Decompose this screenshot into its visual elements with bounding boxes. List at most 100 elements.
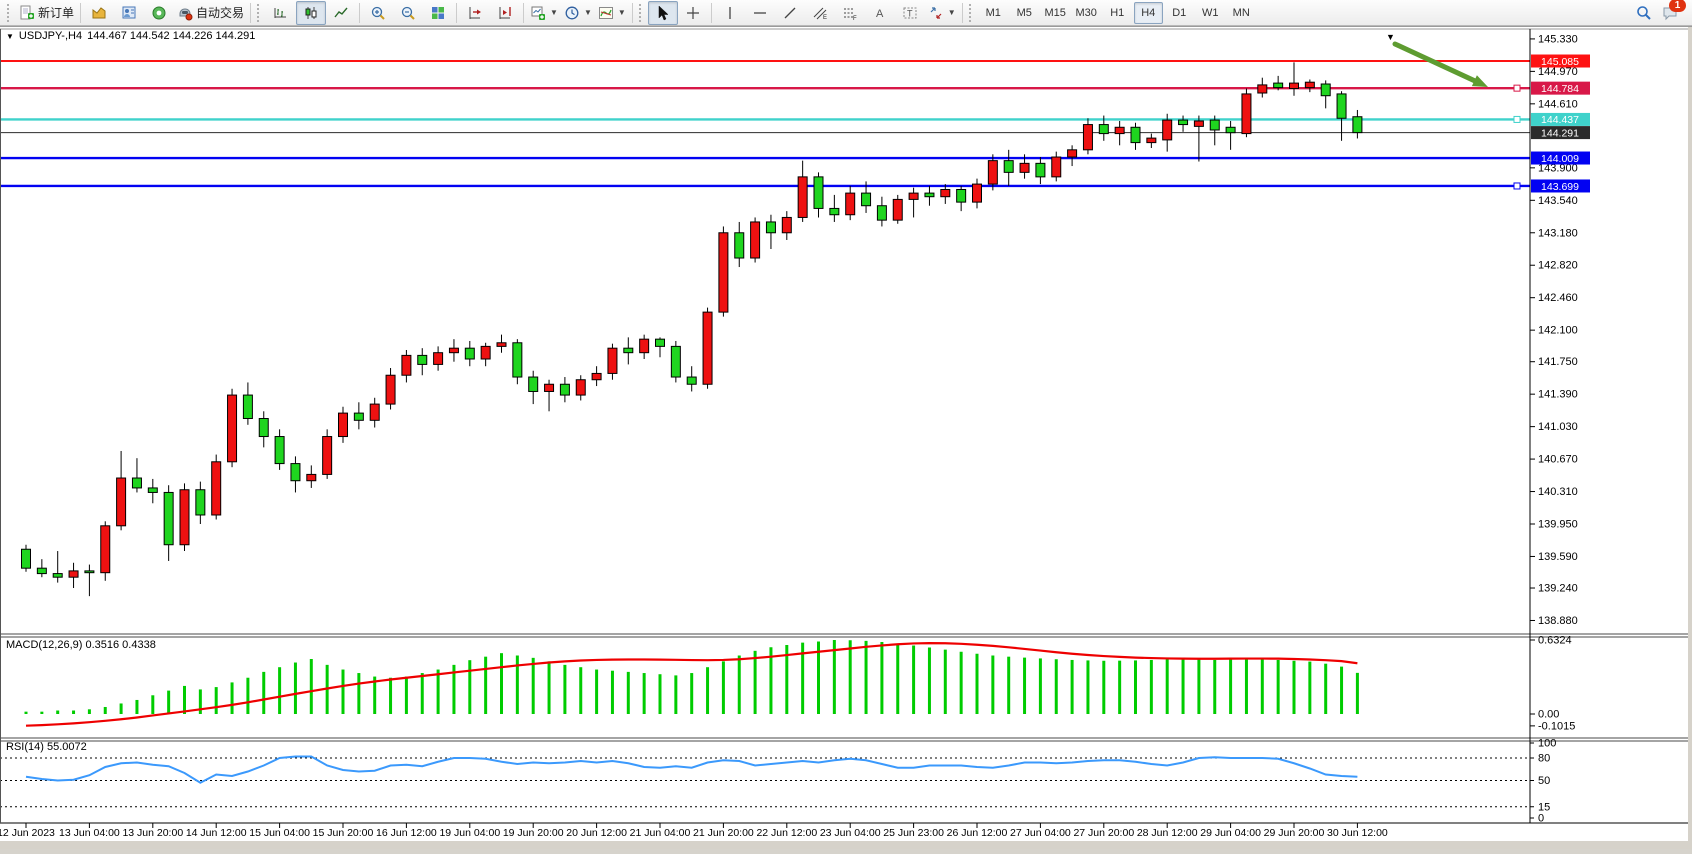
- tile-windows-icon: [432, 6, 445, 19]
- chart-window: ▼ USDJPY-,H4 144.467 144.542 144.226 144…: [0, 26, 1692, 849]
- fibonacci-tool-button[interactable]: F: [835, 1, 865, 25]
- arrows-icon: [930, 6, 942, 19]
- svg-text:-0.1015: -0.1015: [1538, 720, 1575, 732]
- autotrading-button[interactable]: 自动交易: [174, 1, 247, 25]
- chart-shift-button[interactable]: [490, 1, 520, 25]
- new-order-icon: [20, 5, 34, 19]
- svg-text:142.820: 142.820: [1538, 260, 1578, 272]
- macd-indicator-label: MACD(12,26,9) 0.3516 0.4338: [6, 639, 156, 651]
- trendline-tool-button[interactable]: [775, 1, 805, 25]
- macd-signal-line: [25, 641, 1358, 727]
- svg-text:0.00: 0.00: [1538, 709, 1559, 721]
- new-order-label: 新订单: [38, 6, 75, 20]
- svg-text:E: E: [823, 15, 827, 21]
- market-watch-button[interactable]: [84, 1, 114, 25]
- svg-text:144.970: 144.970: [1538, 66, 1578, 78]
- tile-windows-button[interactable]: [423, 1, 453, 25]
- trend-arrow-annotation[interactable]: ▼: [1386, 32, 1488, 87]
- toolbar-grip[interactable]: [257, 3, 263, 22]
- svg-text:12 Jun 2023: 12 Jun 2023: [0, 827, 55, 839]
- line-handle: [1513, 182, 1521, 190]
- timeframe-d1-button[interactable]: D1: [1172, 6, 1187, 19]
- svg-text:143.900: 143.900: [1538, 162, 1578, 174]
- candlestick-chart-button[interactable]: [296, 0, 327, 25]
- svg-text:21 Jun 04:00: 21 Jun 04:00: [630, 827, 691, 839]
- svg-text:F: F: [853, 16, 857, 21]
- svg-text:29 Jun 04:00: 29 Jun 04:00: [1200, 827, 1261, 839]
- auto-scroll-button[interactable]: [460, 1, 490, 25]
- hline-layer[interactable]: [0, 60, 1530, 188]
- toolbar-grip[interactable]: [7, 3, 13, 22]
- text-label-tool-button[interactable]: T: [895, 1, 925, 25]
- svg-text:13 Jun 04:00: 13 Jun 04:00: [59, 827, 120, 839]
- timeframe-toolbar: M1 M5 M15 M30 H1 H4 D1 W1 MN: [978, 1, 1257, 24]
- svg-text:0: 0: [1538, 813, 1544, 825]
- line-chart-button[interactable]: [326, 1, 356, 25]
- arrows-tool-button[interactable]: ▼: [925, 1, 959, 25]
- market-watch-icon: [92, 6, 106, 18]
- timeframe-mn-button[interactable]: MN: [1232, 6, 1250, 19]
- line-handle: [1513, 84, 1521, 92]
- toolbar-separator: [80, 2, 82, 23]
- channel-icon: E: [813, 7, 827, 21]
- svg-text:145.330: 145.330: [1538, 33, 1578, 45]
- crosshair-tool-button[interactable]: [678, 1, 708, 25]
- bar-chart-button[interactable]: [266, 1, 296, 25]
- cursor-tool-button[interactable]: [647, 0, 678, 25]
- toolbar-right: 1: [1636, 0, 1688, 21]
- chart-symbol-period: USDJPY-,H4: [18, 30, 83, 42]
- svg-text:A: A: [876, 8, 884, 20]
- toolbar-grip[interactable]: [968, 3, 975, 22]
- chart-canvas[interactable]: 145.330 144.970 144.610 143.900 143.540 143.1…: [0, 27, 1692, 849]
- time-axis[interactable]: 12 Jun 2023 13 Jun 04:00 13 Jun 20:00 14 Ju…: [0, 823, 1388, 839]
- toolbar-separator: [961, 2, 963, 23]
- svg-text:100: 100: [1538, 738, 1556, 750]
- arrowhead-icon: [1471, 75, 1488, 87]
- timeframe-m15-button[interactable]: M15: [1044, 6, 1066, 19]
- new-order-button[interactable]: 新订单: [16, 1, 77, 25]
- timeframe-w1-button[interactable]: W1: [1201, 6, 1219, 19]
- horizontal-line-tool-button[interactable]: [745, 1, 775, 25]
- svg-text:145.085: 145.085: [1541, 56, 1579, 68]
- zoom-out-button[interactable]: [393, 1, 423, 25]
- new-chart-button[interactable]: ▼: [527, 1, 561, 25]
- timeframe-m1-button[interactable]: M1: [985, 6, 1001, 19]
- toolbar-grip[interactable]: [638, 3, 645, 22]
- navigator-button[interactable]: [144, 1, 174, 25]
- rsi-line: [25, 755, 1358, 784]
- trendline-icon: [784, 7, 796, 18]
- cursor-icon: [658, 4, 669, 20]
- timeframe-h4-button[interactable]: H4: [1133, 1, 1163, 24]
- equidistant-channel-tool-button[interactable]: E: [805, 1, 835, 25]
- svg-text:27 Jun 20:00: 27 Jun 20:00: [1073, 827, 1134, 839]
- svg-text:19 Jun 04:00: 19 Jun 04:00: [439, 827, 500, 839]
- svg-text:14 Jun 12:00: 14 Jun 12:00: [186, 827, 247, 839]
- svg-text:144.291: 144.291: [1541, 127, 1579, 139]
- svg-text:0.6324: 0.6324: [1538, 635, 1572, 647]
- data-window-button[interactable]: [114, 1, 144, 25]
- vertical-line-tool-button[interactable]: [715, 1, 745, 25]
- chart-menu-caret[interactable]: ▼: [6, 31, 14, 41]
- price-badge-145.085: [1531, 54, 1590, 68]
- chart-shift-icon: [499, 6, 511, 19]
- svg-text:19 Jun 20:00: 19 Jun 20:00: [503, 827, 564, 839]
- notifications-button[interactable]: 1: [1662, 0, 1686, 21]
- indicators-button[interactable]: ▼: [595, 1, 629, 25]
- zoom-in-button[interactable]: [363, 1, 393, 25]
- svg-text:143.540: 143.540: [1538, 195, 1578, 207]
- svg-text:16 Jun 12:00: 16 Jun 12:00: [376, 827, 437, 839]
- svg-text:20 Jun 12:00: 20 Jun 12:00: [566, 827, 627, 839]
- svg-text:139.590: 139.590: [1538, 551, 1578, 563]
- svg-text:26 Jun 12:00: 26 Jun 12:00: [947, 827, 1008, 839]
- text-tool-button[interactable]: A: [865, 1, 895, 25]
- text-label-icon: T: [903, 7, 917, 18]
- period-button[interactable]: ▼: [561, 1, 595, 25]
- svg-text:13 Jun 20:00: 13 Jun 20:00: [122, 827, 183, 839]
- new-chart-icon: [531, 6, 546, 20]
- timeframe-h1-button[interactable]: H1: [1110, 6, 1125, 19]
- svg-text:T: T: [907, 8, 913, 18]
- toolbar-separator: [523, 2, 525, 23]
- timeframe-m5-button[interactable]: M5: [1016, 6, 1032, 19]
- search-icon[interactable]: [1636, 5, 1652, 21]
- timeframe-m30-button[interactable]: M30: [1075, 6, 1097, 19]
